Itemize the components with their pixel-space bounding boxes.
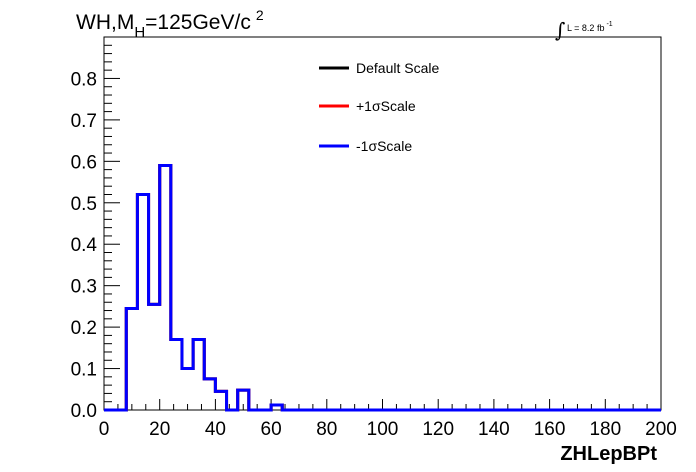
series-line-1 — [104, 163, 661, 412]
series-line-2 — [104, 163, 661, 412]
luminosity-label: L = 8.2 fb -1 — [567, 21, 613, 33]
title-subscript: H — [134, 24, 145, 41]
y-tick-label: 0.6 — [71, 152, 97, 173]
luminosity-superscript: -1 — [606, 21, 612, 28]
x-axis: 0 20 40 60 80 100 120 140 160 180 200 — [99, 399, 677, 440]
title-rest: =125GeV/c — [145, 11, 251, 34]
x-tick-label: 180 — [589, 419, 621, 440]
x-tick-label: 140 — [478, 419, 510, 440]
legend: Default Scale +1σScale -1σScale — [319, 60, 439, 154]
y-tick-label: 0.2 — [71, 318, 97, 339]
x-tick-label: 20 — [149, 419, 170, 440]
x-tick-label: 160 — [534, 419, 566, 440]
y-tick-label: 0.5 — [71, 194, 97, 215]
x-tick-label: 100 — [367, 419, 399, 440]
y-tick-label: 0.1 — [71, 360, 97, 381]
legend-label: -1σScale — [356, 138, 412, 154]
y-tick-label: 0.7 — [71, 111, 97, 132]
integral-sign: ∫ — [555, 18, 565, 42]
y-tick-label: 0.8 — [71, 69, 97, 90]
plot-frame — [103, 36, 662, 411]
chart-title: WH,MH=125GeV/c 2 — [76, 7, 264, 41]
series-line-3 — [104, 163, 661, 412]
y-axis: 0.0 0.1 0.2 0.3 0.4 0.5 0.6 0.7 0.8 — [71, 36, 120, 422]
x-tick-label: 80 — [316, 419, 337, 440]
title-main: WH,M — [76, 11, 134, 34]
x-tick-label: 0 — [99, 419, 110, 440]
x-tick-label: 60 — [261, 419, 282, 440]
x-tick-label: 200 — [645, 419, 677, 440]
x-tick-label: 40 — [205, 419, 226, 440]
x-axis-label: ZHLepBPt — [560, 443, 657, 465]
x-tick-label: 120 — [422, 419, 454, 440]
y-tick-label: 0.0 — [71, 401, 97, 422]
y-tick-label: 0.3 — [71, 277, 97, 298]
legend-label: +1σScale — [356, 98, 416, 114]
series-layer — [104, 163, 661, 412]
legend-label: Default Scale — [356, 60, 439, 76]
title-superscript: 2 — [256, 7, 264, 23]
y-tick-label: 0.4 — [71, 235, 98, 256]
luminosity-text: L = 8.2 fb — [567, 23, 604, 33]
